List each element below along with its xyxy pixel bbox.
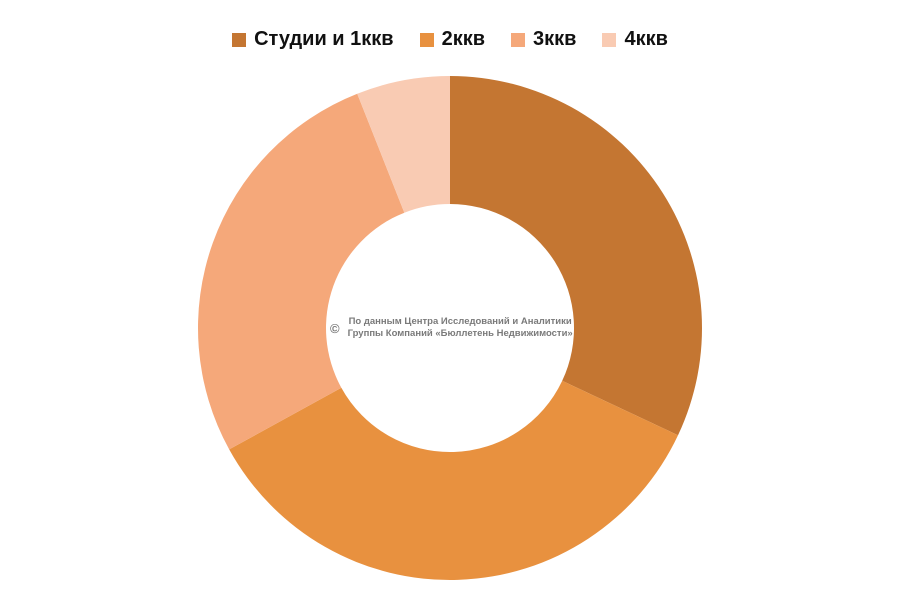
- legend: Студии и 1ккв 2ккв 3ккв 4ккв: [0, 28, 900, 51]
- legend-label: 4ккв: [624, 28, 668, 50]
- watermark-line-2: Группы Компаний «Бюллетень Недвижимости»: [347, 328, 573, 339]
- legend-item: Студии и 1ккв: [232, 28, 394, 51]
- legend-label: Студии и 1ккв: [254, 28, 394, 50]
- legend-item: 3ккв: [511, 28, 576, 51]
- legend-swatch: [602, 32, 617, 47]
- legend-swatch: [419, 32, 434, 47]
- watermark: © По данным Центра Исследований и Аналит…: [330, 316, 573, 340]
- legend-swatch: [232, 32, 247, 47]
- watermark-line-1: По данным Центра Исследований и Аналитик…: [348, 316, 572, 327]
- copyright-symbol: ©: [330, 320, 340, 336]
- donut-slice: [450, 76, 702, 436]
- donut-slice: [357, 76, 450, 213]
- legend-swatch: [511, 32, 526, 47]
- legend-label: 2ккв: [441, 28, 486, 50]
- watermark-text: По данным Центра Исследований и Аналитик…: [348, 316, 573, 340]
- legend-label: 3ккв: [533, 28, 577, 50]
- donut-slice: [198, 93, 405, 450]
- legend-item: 4ккв: [602, 28, 668, 51]
- legend-item: 2ккв: [419, 28, 486, 51]
- donut-slice: [229, 380, 679, 581]
